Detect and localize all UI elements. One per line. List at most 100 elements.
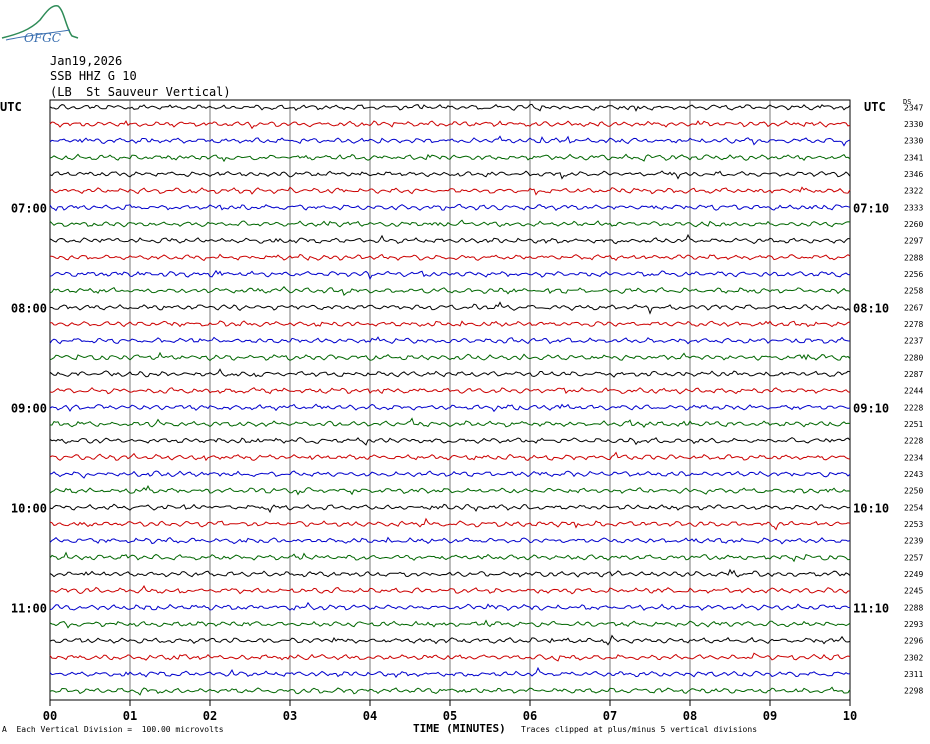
time-label-right: 11:10 — [853, 601, 889, 615]
trace-line — [49, 170, 851, 180]
time-label-right: 07:10 — [853, 201, 889, 215]
ds-value: 2288 — [904, 603, 923, 612]
trace-line — [49, 153, 851, 163]
ds-value: 2245 — [904, 587, 923, 596]
ds-value: 2330 — [904, 137, 923, 146]
ds-value: 2228 — [904, 437, 923, 446]
header-station: SSB HHZ G 10 — [50, 69, 137, 83]
ds-value: 2234 — [904, 453, 923, 462]
x-tick-label: 09 — [763, 709, 777, 723]
time-label-left: 10:00 — [11, 501, 47, 515]
ds-value: 2296 — [904, 637, 923, 646]
footer-scale-note: A Each Vertical Division = 100.00 microv… — [2, 725, 224, 734]
ds-value: 2341 — [904, 153, 923, 162]
utc-label-right: UTC — [864, 100, 886, 114]
x-tick-label: 04 — [363, 709, 377, 723]
ds-value: 2254 — [904, 503, 923, 512]
axis-labels: 00 01 02 03 04 05 06 07 08 09 10 2347 2330 2330 2341 23… — [11, 103, 924, 723]
ds-value: 2257 — [904, 553, 923, 562]
ds-value: 2330 — [904, 120, 923, 129]
logo-mountain-stroke — [1, 4, 79, 39]
trace-line — [49, 536, 851, 545]
ds-value: 2311 — [904, 670, 923, 679]
ds-value: 2293 — [904, 620, 923, 629]
ds-value: 2228 — [904, 403, 923, 412]
trace-line — [49, 451, 851, 462]
trace-line — [49, 387, 851, 395]
ds-value: 2298 — [904, 687, 923, 696]
trace-line — [49, 120, 851, 130]
footer-scale-text: Each Vertical Division = 100.00 microvol… — [16, 725, 224, 734]
trace-line — [49, 301, 851, 315]
ds-value: 2333 — [904, 203, 923, 212]
x-tick-label: 06 — [523, 709, 537, 723]
ds-value: 2260 — [904, 220, 923, 229]
time-label-left: 11:00 — [11, 601, 47, 615]
ds-value: 2239 — [904, 537, 923, 546]
ds-value: 2244 — [904, 387, 923, 396]
ds-value: 2267 — [904, 303, 923, 312]
trace-line — [50, 320, 851, 328]
trace-line — [49, 584, 851, 595]
logo-swoosh — [5, 29, 71, 41]
trace-line — [49, 403, 851, 413]
time-label-right: 09:10 — [853, 401, 889, 415]
footer-clip-note: Traces clipped at plus/minus 5 vertical … — [521, 725, 758, 734]
time-label-right: 10:10 — [853, 501, 889, 515]
ds-value: 2288 — [904, 253, 923, 262]
trace-line — [49, 551, 851, 563]
trace-line — [49, 437, 851, 446]
ofgc-logo: OFGC — [1, 4, 79, 45]
ds-value: 2297 — [904, 237, 923, 246]
x-tick-label: 08 — [683, 709, 697, 723]
trace-line — [50, 253, 851, 262]
ds-value: 2302 — [904, 653, 923, 662]
ds-value: 2346 — [904, 170, 923, 179]
x-tick-label: 00 — [43, 709, 57, 723]
trace-line — [49, 568, 851, 578]
footer-mark: A — [2, 725, 7, 734]
trace-line — [49, 269, 851, 281]
trace-line — [49, 485, 851, 496]
header-date: Jan19,2026 — [50, 54, 123, 68]
ds-value: 2256 — [904, 270, 923, 279]
trace-line — [49, 601, 851, 611]
x-tick-label: 01 — [123, 709, 137, 723]
trace-line — [49, 219, 851, 228]
trace-line — [49, 233, 851, 245]
x-tick-label: 05 — [443, 709, 457, 723]
header-location: (LB St Sauveur Vertical) — [50, 85, 231, 99]
ds-value: 2243 — [904, 470, 923, 479]
grid-lines — [49, 100, 851, 706]
trace-line — [49, 203, 851, 212]
utc-label-left: UTC — [0, 100, 22, 114]
time-label-left: 08:00 — [11, 301, 47, 315]
ds-label: DS — [903, 98, 912, 106]
ds-value: 2258 — [904, 287, 923, 296]
trace-line — [49, 186, 851, 196]
x-tick-label: 03 — [283, 709, 297, 723]
trace-line — [49, 666, 851, 678]
trace-line — [49, 470, 851, 479]
trace-line — [49, 286, 851, 296]
trace-line — [49, 336, 851, 345]
trace-line — [49, 517, 851, 531]
trace-line — [49, 634, 851, 646]
ds-value: 2280 — [904, 353, 923, 362]
trace-line — [49, 619, 851, 629]
ds-value: 2249 — [904, 570, 923, 579]
ds-value: 2287 — [904, 370, 923, 379]
time-label-right: 08:10 — [853, 301, 889, 315]
time-label-left: 07:00 — [11, 201, 47, 215]
trace-line — [49, 135, 851, 147]
ds-value: 2278 — [904, 320, 923, 329]
ds-value: 2253 — [904, 520, 923, 529]
x-axis-title: TIME (MINUTES) — [413, 722, 506, 735]
logo-text: OFGC — [24, 31, 61, 45]
ds-value: 2251 — [904, 420, 923, 429]
ds-value: 2322 — [904, 187, 923, 196]
x-tick-label: 10 — [843, 709, 857, 723]
trace-line — [49, 686, 851, 696]
trace-line — [49, 652, 851, 662]
